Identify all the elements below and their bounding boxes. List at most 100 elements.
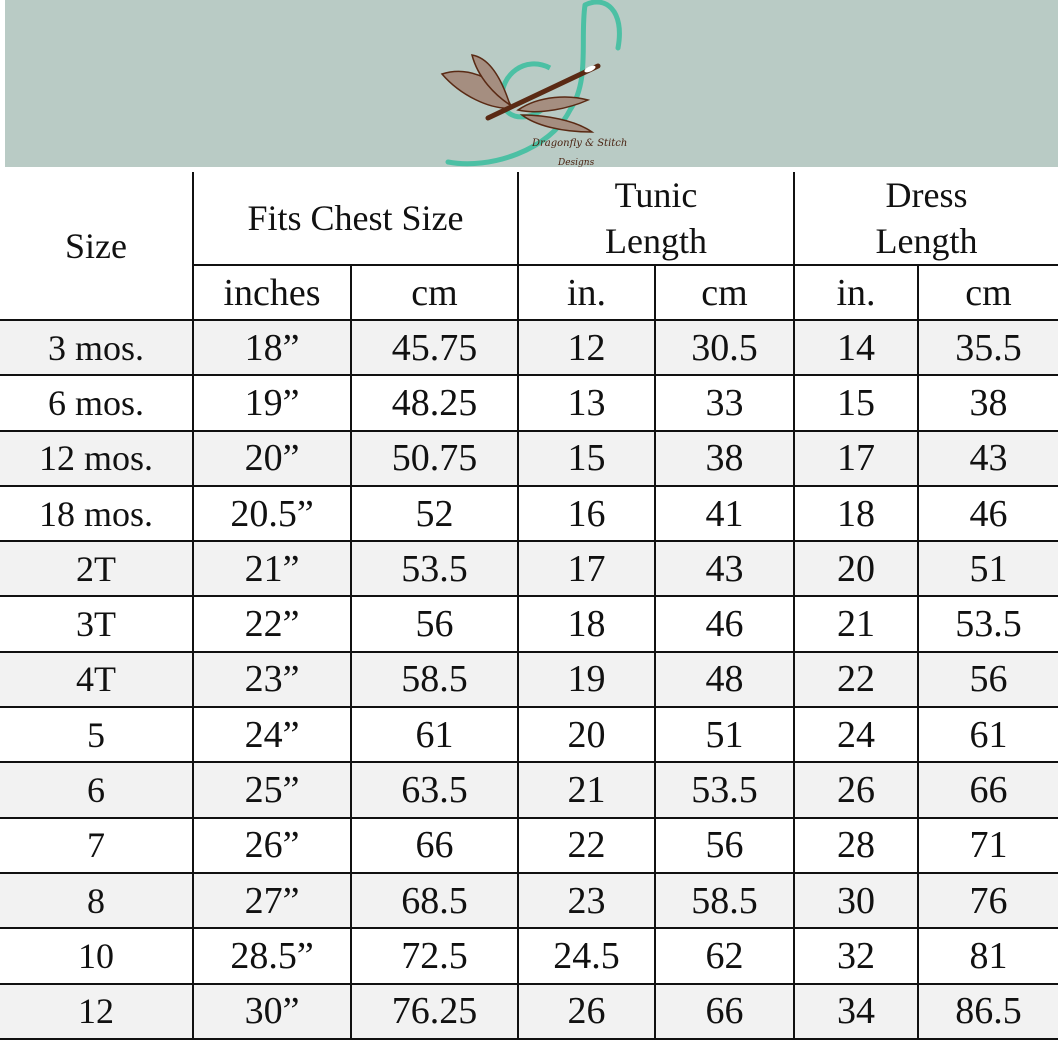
table-row: 18 mos. 20.5” 52 16 41 18 46	[0, 484, 1058, 543]
header-chest: Fits Chest Size	[192, 172, 519, 266]
size-chart-table: Size Fits Chest Size Tunic Length Dress …	[0, 172, 1058, 1040]
cell-dress-cm: 66	[917, 761, 1058, 819]
cell-chest-inches: 19”	[192, 374, 352, 432]
cell-size: 2T	[0, 540, 194, 598]
cell-chest-inches: 20”	[192, 429, 352, 487]
cell-chest-inches: 21”	[192, 540, 352, 598]
cell-dress-cm: 35.5	[917, 318, 1058, 377]
cell-chest-cm: 53.5	[350, 540, 519, 598]
table-row: 2T 21” 53.5 17 43 20 51	[0, 540, 1058, 598]
cell-chest-inches: 25”	[192, 761, 352, 819]
cell-dress-in: 24	[793, 706, 919, 764]
header-tunic: Tunic Length	[517, 172, 795, 266]
logo-text-line1: Dragonfly & Stitch	[532, 138, 628, 149]
table-row: 6 mos. 19” 48.25 13 33 15 38	[0, 374, 1058, 432]
cell-dress-in: 17	[793, 429, 919, 487]
cell-chest-cm: 56	[350, 595, 519, 653]
header-banner	[5, 0, 1058, 167]
cell-tunic-in: 13	[517, 374, 656, 432]
cell-size: 5	[0, 706, 194, 764]
cell-dress-cm: 46	[917, 484, 1058, 543]
cell-tunic-in: 20	[517, 706, 656, 764]
cell-chest-inches: 27”	[192, 871, 352, 930]
cell-chest-inches: 26”	[192, 816, 352, 874]
cell-dress-cm: 86.5	[917, 982, 1058, 1040]
cell-size: 8	[0, 871, 194, 930]
cell-tunic-cm: 43	[654, 540, 795, 598]
cell-tunic-in: 18	[517, 595, 656, 653]
cell-chest-cm: 63.5	[350, 761, 519, 819]
cell-size: 6	[0, 761, 194, 819]
table-row: 3 mos. 18” 45.75 12 30.5 14 35.5	[0, 318, 1058, 377]
cell-tunic-cm: 33	[654, 374, 795, 432]
cell-tunic-in: 16	[517, 484, 656, 543]
cell-chest-inches: 23”	[192, 650, 352, 709]
subheader-dress-cm: cm	[917, 264, 1058, 321]
cell-chest-inches: 22”	[192, 595, 352, 653]
cell-dress-in: 30	[793, 871, 919, 930]
cell-size: 6 mos.	[0, 374, 194, 432]
cell-chest-cm: 66	[350, 816, 519, 874]
table-row: 12 30” 76.25 26 66 34 86.5	[0, 982, 1058, 1040]
cell-chest-cm: 48.25	[350, 374, 519, 432]
cell-tunic-cm: 58.5	[654, 871, 795, 930]
cell-tunic-in: 12	[517, 318, 656, 377]
subheader-tunic-cm: cm	[654, 264, 795, 321]
cell-dress-in: 28	[793, 816, 919, 874]
cell-tunic-cm: 30.5	[654, 318, 795, 377]
cell-size: 7	[0, 816, 194, 874]
cell-size: 4T	[0, 650, 194, 709]
table-row: 6 25” 63.5 21 53.5 26 66	[0, 761, 1058, 819]
cell-size: 10	[0, 927, 194, 985]
cell-tunic-in: 19	[517, 650, 656, 709]
table-row: 7 26” 66 22 56 28 71	[0, 816, 1058, 874]
cell-dress-cm: 81	[917, 927, 1058, 985]
cell-size: 18 mos.	[0, 484, 194, 543]
cell-chest-cm: 58.5	[350, 650, 519, 709]
cell-tunic-cm: 48	[654, 650, 795, 709]
cell-dress-in: 26	[793, 761, 919, 819]
table-row: 10 28.5” 72.5 24.5 62 32 81	[0, 927, 1058, 985]
cell-size: 3T	[0, 595, 194, 653]
cell-chest-cm: 76.25	[350, 982, 519, 1040]
cell-tunic-cm: 66	[654, 982, 795, 1040]
cell-chest-inches: 20.5”	[192, 484, 352, 543]
cell-chest-cm: 72.5	[350, 927, 519, 985]
cell-size: 3 mos.	[0, 318, 194, 377]
table-row: 5 24” 61 20 51 24 61	[0, 706, 1058, 764]
cell-dress-in: 21	[793, 595, 919, 653]
cell-tunic-in: 24.5	[517, 927, 656, 985]
cell-tunic-cm: 38	[654, 429, 795, 487]
cell-dress-cm: 56	[917, 650, 1058, 709]
header-size: Size	[0, 172, 194, 321]
cell-dress-in: 18	[793, 484, 919, 543]
subheader-dress-in: in.	[793, 264, 919, 321]
cell-size: 12	[0, 982, 194, 1040]
cell-tunic-cm: 51	[654, 706, 795, 764]
cell-dress-cm: 43	[917, 429, 1058, 487]
cell-tunic-in: 17	[517, 540, 656, 598]
cell-dress-in: 32	[793, 927, 919, 985]
subheader-tunic-in: in.	[517, 264, 656, 321]
cell-dress-in: 20	[793, 540, 919, 598]
table-row: 12 mos. 20” 50.75 15 38 17 43	[0, 429, 1058, 487]
cell-tunic-in: 21	[517, 761, 656, 819]
cell-chest-inches: 30”	[192, 982, 352, 1040]
cell-chest-cm: 61	[350, 706, 519, 764]
dragonfly-stitch-logo: Dragonfly & Stitch Designs	[430, 0, 650, 172]
cell-dress-cm: 51	[917, 540, 1058, 598]
header-dress: Dress Length	[793, 172, 1058, 266]
logo-text-line2: Designs	[558, 158, 595, 168]
cell-chest-cm: 68.5	[350, 871, 519, 930]
cell-dress-in: 14	[793, 318, 919, 377]
cell-chest-cm: 45.75	[350, 318, 519, 377]
table-row: 4T 23” 58.5 19 48 22 56	[0, 650, 1058, 709]
cell-dress-in: 34	[793, 982, 919, 1040]
subheader-chest-cm: cm	[350, 264, 519, 321]
cell-dress-cm: 38	[917, 374, 1058, 432]
cell-tunic-cm: 41	[654, 484, 795, 543]
cell-dress-cm: 71	[917, 816, 1058, 874]
cell-tunic-cm: 56	[654, 816, 795, 874]
cell-chest-inches: 24”	[192, 706, 352, 764]
cell-dress-cm: 61	[917, 706, 1058, 764]
